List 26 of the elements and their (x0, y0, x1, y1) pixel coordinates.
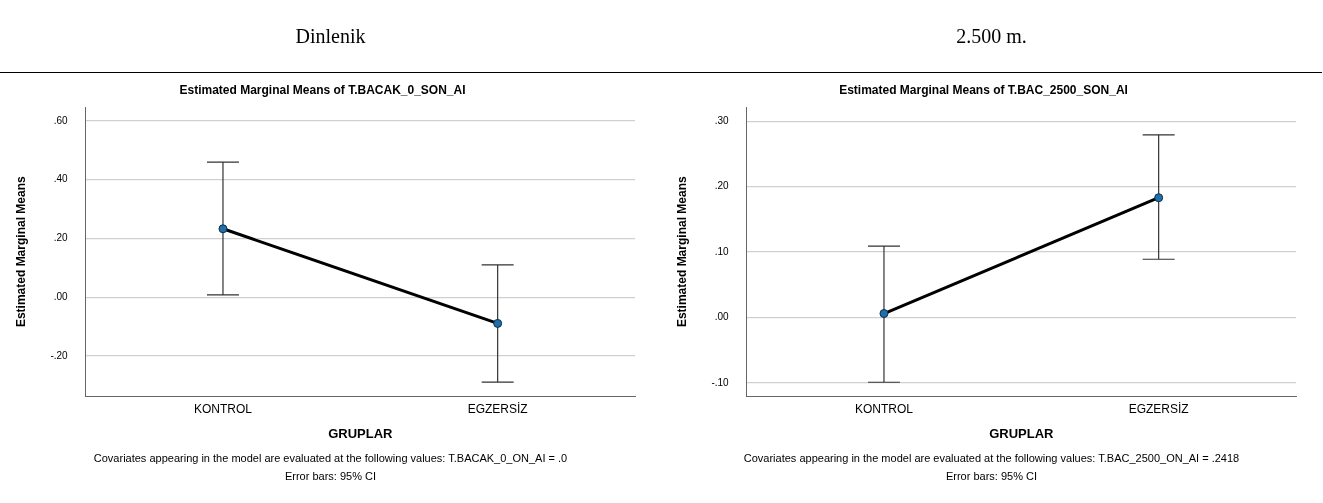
y-tick-label: .00 (53, 291, 69, 302)
y-tick-label: .20 (53, 232, 69, 244)
y-tick-label: .20 (714, 180, 730, 192)
y-tick-label: .40 (53, 173, 69, 185)
y-axis-title: Estimated Marginal Means (674, 176, 689, 328)
y-tick-label: .30 (714, 114, 730, 126)
x-tick-label: EGZERSİZ (467, 401, 528, 416)
x-tick-label: KONTROL (854, 401, 914, 416)
y-tick-label: -.20 (50, 349, 69, 361)
y-tick-label: .10 (714, 245, 730, 257)
text: Covariates appearing in the model are evaluated at the following values: T.BAC_2500_ON_AI = .2418 (742, 452, 1241, 464)
chart-subtitle: 2.500 m. (661, 0, 1322, 73)
y-tick-label: -.10 (711, 376, 730, 388)
chart-subtitle: Dinlenik (0, 0, 661, 73)
x-axis-title: GRUPLAR (328, 425, 394, 441)
y-tick-label: .60 (53, 114, 69, 126)
x-tick-label: EGZERSİZ (1128, 401, 1189, 416)
text: Covariates appearing in the model are evaluated at the following values: T.BACAK_0_ON_AI = .0 (92, 452, 569, 464)
y-tick-label: .00 (714, 311, 730, 323)
x-axis-title: GRUPLAR (989, 425, 1055, 441)
text: Error bars: 95% CI (283, 470, 378, 482)
chart-title: Estimated Marginal Means of T.BACAK_0_SON_AI (179, 82, 466, 97)
text: Error bars: 95% CI (944, 470, 1039, 482)
x-tick-label: KONTROL (193, 401, 253, 416)
y-axis-title: Estimated Marginal Means (13, 176, 28, 328)
chart-title: Estimated Marginal Means of T.BAC_2500_SON_AI (839, 82, 1128, 97)
